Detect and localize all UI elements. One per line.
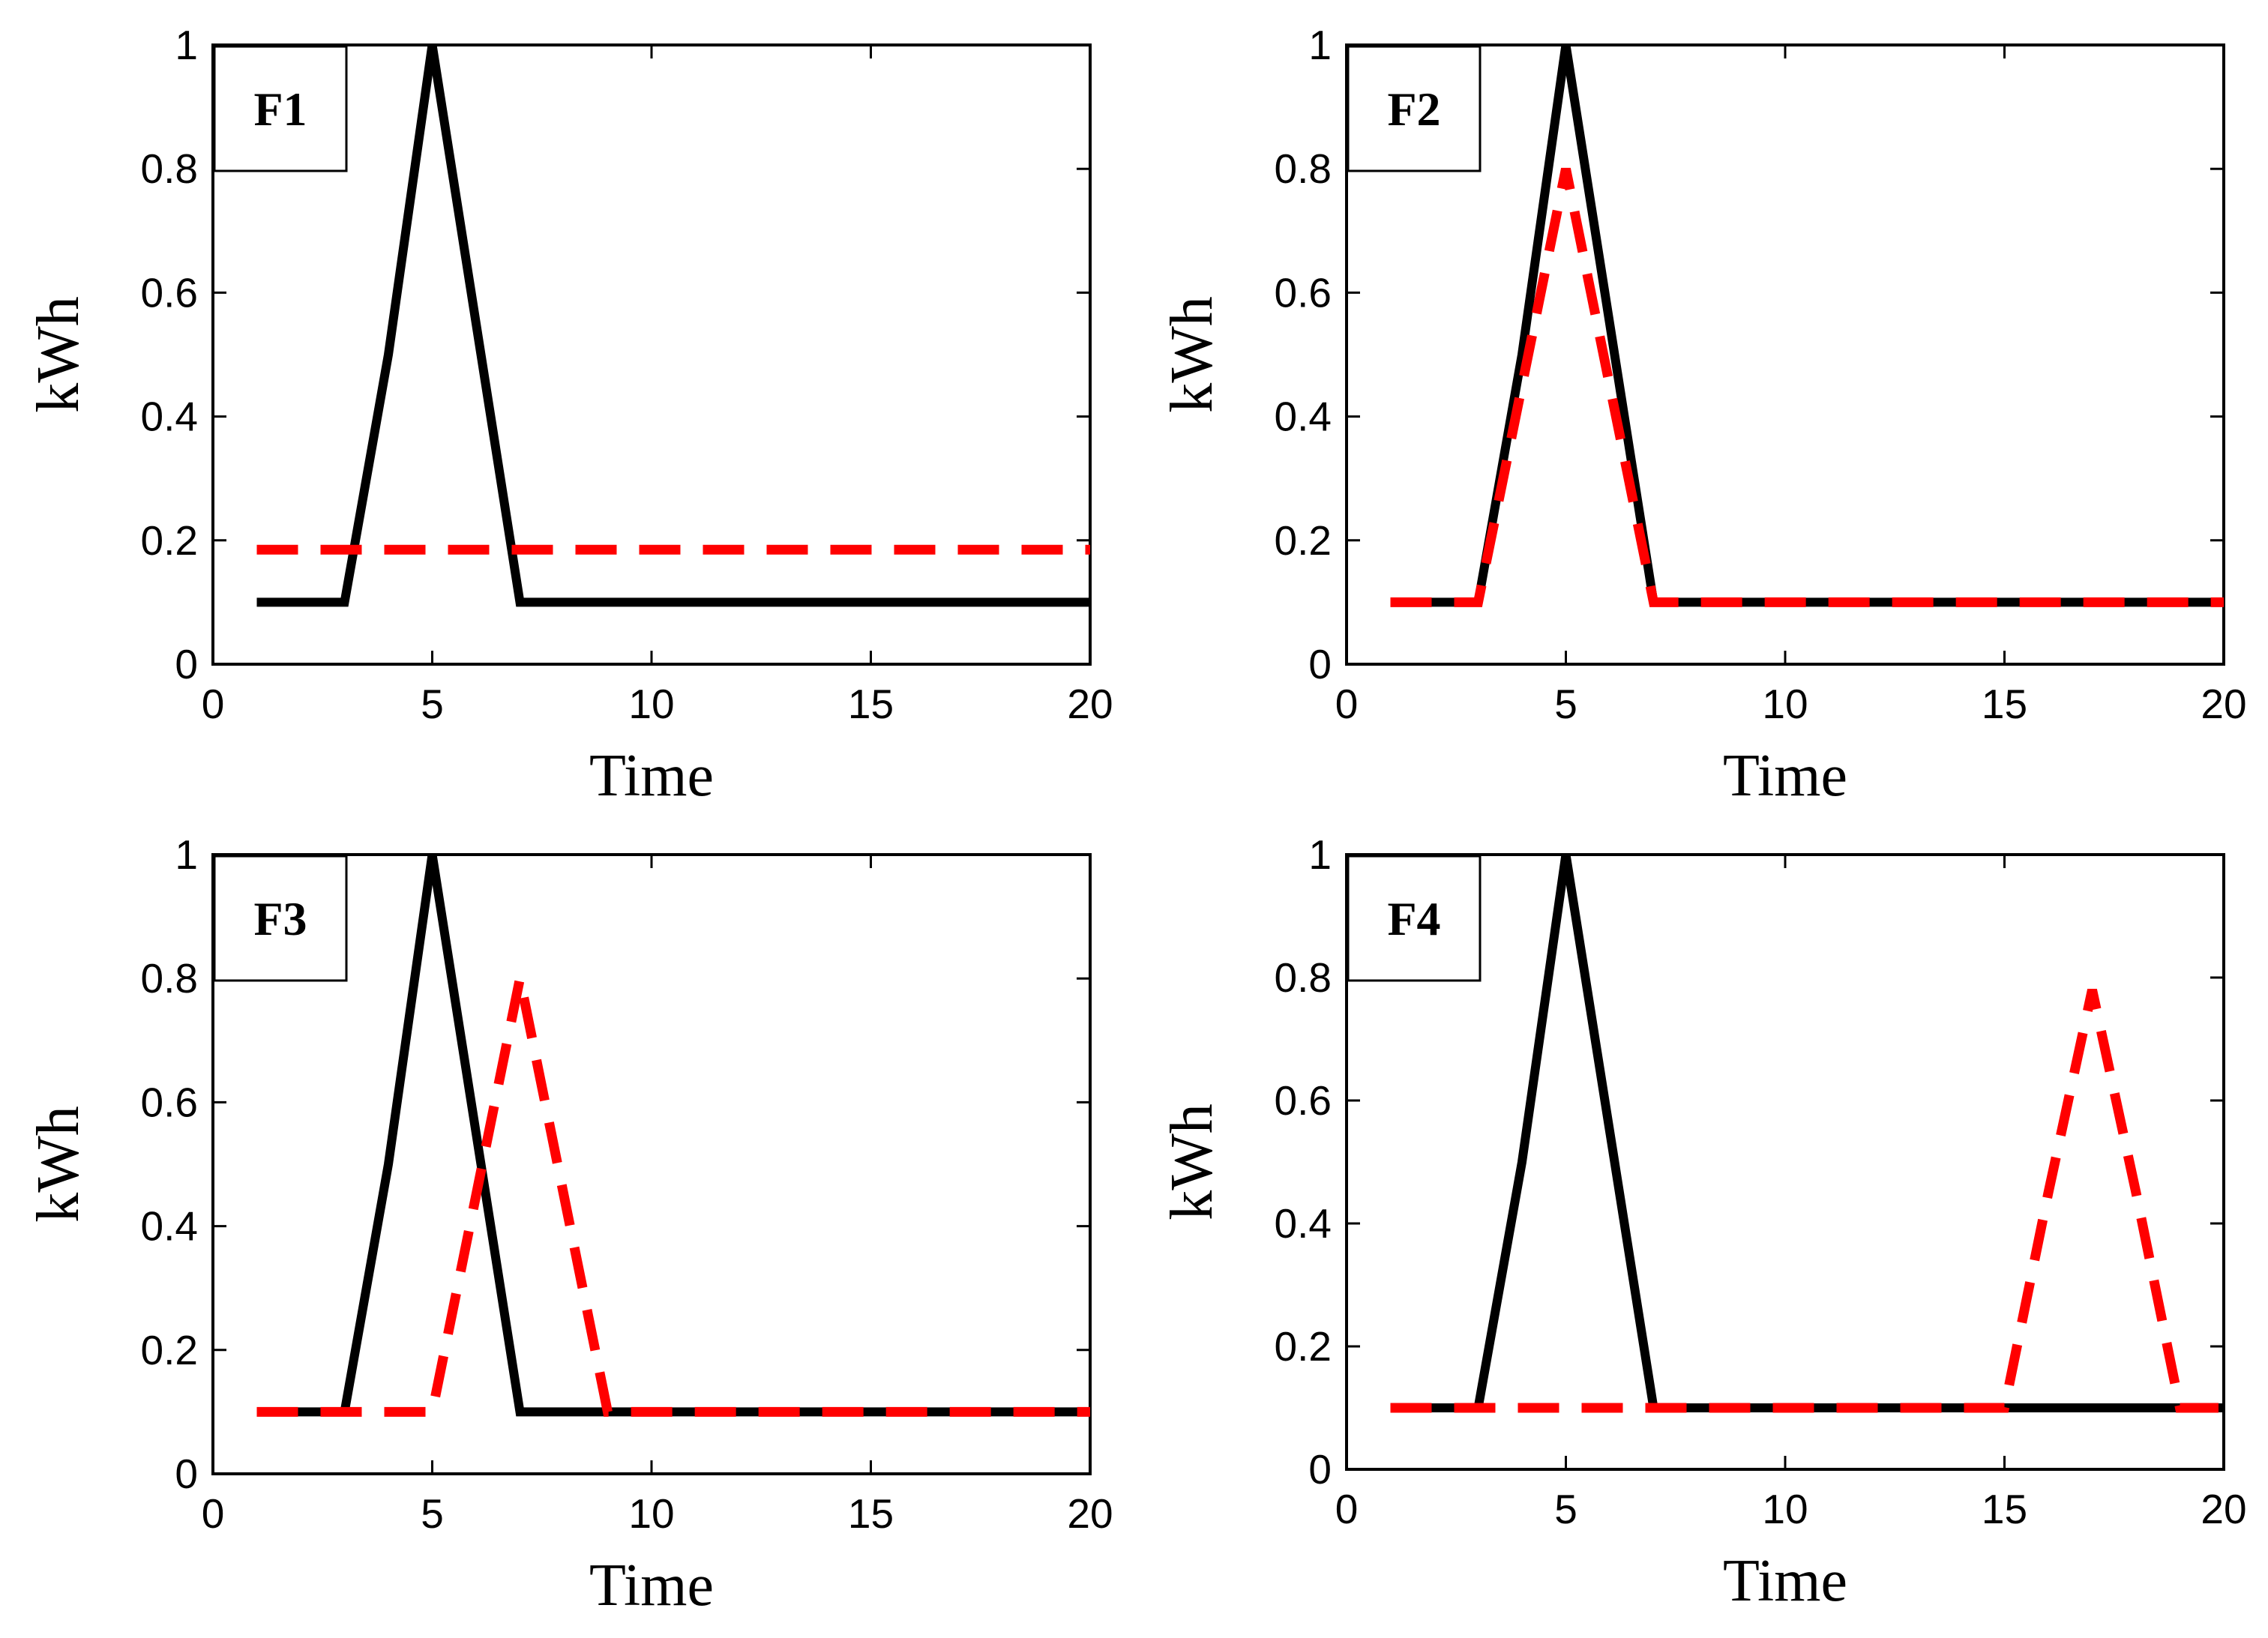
panel-4-x-tick-label: 5 [1554,1486,1577,1532]
panel-4-y-tick-label: 0 [1308,1446,1332,1493]
panel-2-y-tick-label: 1 [1308,22,1332,68]
panel-3-y-tick-label: 0.8 [141,955,198,1002]
panel-1-y-tick-label: 0.2 [141,517,198,564]
panel-4-x-axis-title: Time [1723,1548,1847,1614]
panel-4-y-tick-label: 0.2 [1275,1323,1332,1370]
panel-1-x-tick-label: 15 [848,681,894,727]
panel-2-panel-label: F2 [1387,82,1440,136]
panel-3-panel-label: F3 [253,892,307,945]
panel-4-x-tick-label: 15 [1982,1486,2027,1532]
panel-2-x-tick-label: 5 [1554,681,1577,727]
panel-4-panel-label: F4 [1387,892,1440,945]
panel-3-x-tick-label: 20 [1067,1490,1113,1537]
panel-1-label-box [213,45,348,172]
panel-1-series-original-line [256,44,1090,607]
panel-2-x-tick-label: 20 [2201,681,2246,727]
panel-4-series-modified-line [1390,989,2224,1413]
panel-2-group: 0 5 10 15 20 0 0.2 0.4 0.6 0.8 1 Time kWh F2 [1159,22,2247,809]
panel-3-x-tick-label: 10 [628,1490,674,1537]
panel-4-y-tick-label: 1 [1308,831,1332,878]
panel-2-label-box [1347,45,1482,172]
panel-4-x-tick-label: 20 [2201,1486,2246,1532]
panel-4-series-original-line [1390,854,2224,1412]
panel-1-y-tick-label: 0.8 [141,145,198,192]
panel-4-y-axis-title: kWh [1159,1103,1225,1220]
panel-3-y-tick-label: 0 [175,1451,198,1497]
panel-1-x-tick-label: 5 [421,681,444,727]
panel-3-series-modified-line [256,977,1090,1417]
panel-4-x-tick-label: 10 [1762,1486,1808,1532]
panel-3-y-tick-label: 0.2 [141,1327,198,1373]
panel-3-y-axis-title: kWh [25,1106,91,1223]
panel-4-y-tick-label: 0.6 [1275,1077,1332,1124]
panel-1-panel-label: F1 [253,82,307,136]
panel-2-x-tick-label: 0 [1335,681,1359,727]
panel-3-group: 0 5 10 15 20 0 0.2 0.4 0.6 0.8 1 Time kWh F3 [25,831,1113,1619]
panel-1-y-tick-label: 0 [175,641,198,687]
panel-4-label-box [1347,855,1482,982]
panel-2-y-axis-title: kWh [1159,296,1225,413]
panel-1-y-tick-label: 0.4 [141,394,198,440]
panel-2-y-tick-label: 0.4 [1275,394,1332,440]
panel-4-x-tick-label: 0 [1335,1486,1359,1532]
panel-2-series-modified-line [1390,167,2224,607]
panel-4-y-tick-label: 0.8 [1275,954,1332,1001]
panel-1-x-tick-label: 20 [1067,681,1113,727]
panel-1-x-axis-title: Time [589,743,714,809]
panel-3-x-tick-label: 15 [848,1490,894,1537]
panel-1-x-tick-label: 10 [628,681,674,727]
panel-2-x-tick-label: 10 [1762,681,1808,727]
panel-1-y-axis-title: kWh [25,296,91,413]
panel-2-y-tick-label: 0.6 [1275,269,1332,316]
panel-2-y-tick-label: 0 [1308,641,1332,687]
panel-3-x-tick-label: 0 [202,1490,225,1537]
panel-4-y-tick-label: 0.4 [1275,1200,1332,1247]
panel-2-x-axis-title: Time [1723,743,1847,809]
panel-1-y-tick-label: 0.6 [141,269,198,316]
panel-3-x-tick-label: 5 [421,1490,444,1537]
panel-1-y-tick-label: 1 [175,22,198,68]
panel-2-x-tick-label: 15 [1982,681,2027,727]
panel-1-x-tick-label: 0 [202,681,225,727]
panel-3-x-axis-title: Time [589,1553,714,1619]
panel-1-group: 0 5 10 15 20 0 0.2 0.4 0.6 0.8 1 Time kWh F1 [25,22,1113,809]
panel-2-series-original-line [1390,44,2224,607]
panel-3-series-original-line [256,854,1090,1417]
panel-3-label-box [213,855,348,982]
panel-3-y-tick-label: 0.4 [141,1203,198,1250]
panel-4-group: 0 5 10 15 20 0 0.2 0.4 0.6 0.8 1 Time kWh F4 [1159,831,2247,1614]
panel-3-y-tick-label: 1 [175,831,198,878]
panel-2-y-tick-label: 0.8 [1275,145,1332,192]
panel-2-y-tick-label: 0.2 [1275,517,1332,564]
panel-3-y-tick-label: 0.6 [141,1079,198,1125]
